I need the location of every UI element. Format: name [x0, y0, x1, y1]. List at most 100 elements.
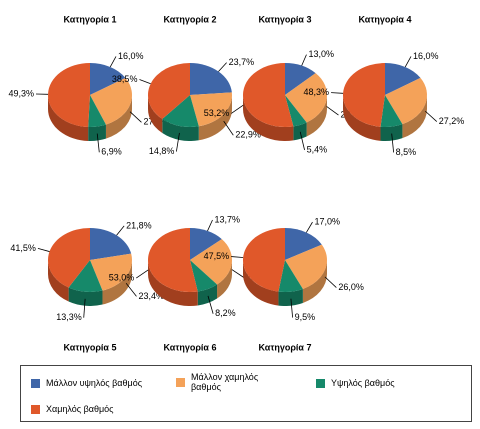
- pie-slice: [285, 228, 322, 260]
- pie-slice: [47, 63, 90, 127]
- pie-side: [198, 95, 232, 141]
- data-label: 6,9%: [101, 147, 122, 157]
- pie-side: [343, 95, 381, 141]
- leader-line: [125, 283, 137, 297]
- leader-line: [306, 221, 313, 233]
- leader-line: [231, 104, 244, 114]
- legend-item: Μάλλον υψηλός βαθμός: [31, 378, 142, 388]
- pie-slice: [190, 63, 232, 95]
- pie-side: [197, 284, 218, 306]
- pie-side: [102, 260, 132, 305]
- leader-line: [207, 295, 214, 314]
- chart-title: Κατηγορία 5: [64, 342, 117, 352]
- legend-label: Μάλλον υψηλός βαθμός: [46, 378, 143, 388]
- chart-title: Κατηγορία 3: [259, 14, 312, 24]
- pie-slice: [148, 228, 198, 292]
- data-label: 27,2%: [439, 116, 465, 126]
- leader-line: [424, 110, 438, 122]
- data-label: 17,0%: [314, 217, 340, 227]
- pie-slice: [285, 244, 327, 289]
- pie-slice: [190, 239, 233, 285]
- chart-title: Κατηγορία 4: [359, 14, 412, 24]
- data-label: 38,5%: [112, 74, 138, 84]
- data-label: 41,5%: [10, 243, 36, 253]
- leader-line: [37, 248, 50, 252]
- pie-slice: [190, 228, 222, 260]
- pie-slice: [285, 95, 307, 127]
- pie-side: [380, 124, 403, 142]
- pie-side: [243, 95, 294, 141]
- leader-line: [116, 225, 125, 236]
- data-label: 47,5%: [204, 251, 230, 261]
- pie-side: [48, 95, 89, 141]
- pie-slice: [285, 73, 327, 123]
- pie-slice: [68, 260, 103, 292]
- leader-line: [83, 298, 86, 318]
- chart-title: Κατηγορία 1: [64, 14, 117, 24]
- leader-line: [175, 132, 180, 152]
- pie-side: [302, 260, 327, 303]
- chart-title: Κατηγορία 2: [164, 14, 217, 24]
- pie-slice: [147, 63, 190, 120]
- leader-line: [231, 256, 244, 258]
- pie-side: [162, 119, 199, 141]
- legend-label: Χαμηλός βαθμός: [46, 404, 114, 414]
- legend-swatch: [31, 404, 40, 414]
- leader-line: [331, 92, 344, 94]
- pie-slice: [243, 228, 285, 292]
- data-label: 26,0%: [338, 282, 364, 292]
- pie-slice: [90, 228, 132, 260]
- pie-side: [68, 287, 103, 306]
- data-label: 49,3%: [8, 88, 34, 98]
- pie-slice: [342, 63, 385, 127]
- leader-line: [231, 269, 245, 278]
- data-label: 13,7%: [215, 214, 241, 224]
- leader-line: [218, 62, 227, 72]
- leader-line: [139, 79, 151, 85]
- pie-slice: [385, 63, 421, 95]
- chart-title: Κατηγορία 7: [259, 342, 312, 352]
- data-label: 21,8%: [126, 220, 152, 230]
- pie-side: [88, 124, 106, 141]
- data-label: 53,0%: [109, 272, 135, 282]
- leader-line: [324, 276, 337, 288]
- pie-slice: [90, 63, 126, 95]
- pie-slice: [90, 253, 132, 291]
- legend: Μάλλον υψηλός βαθμός Μάλλον χαμηλός βαθμό…: [20, 365, 472, 422]
- leader-line: [96, 133, 100, 153]
- leader-line: [223, 120, 234, 136]
- data-label: 16,0%: [118, 51, 144, 61]
- data-label: 9,5%: [295, 312, 316, 322]
- pie-side: [148, 260, 198, 306]
- leader-line: [109, 56, 117, 68]
- data-label: 13,0%: [308, 49, 334, 59]
- pie-slice: [190, 92, 232, 127]
- data-label: 23,4%: [138, 291, 164, 301]
- leader-line: [129, 111, 142, 123]
- pie-slice: [90, 77, 132, 125]
- data-label: 23,7%: [229, 57, 255, 67]
- data-label: 13,3%: [56, 312, 82, 322]
- pie-slice: [385, 77, 427, 125]
- legend-item: Μάλλον χαμηλός βαθμός: [176, 372, 286, 392]
- leader-line: [391, 133, 395, 153]
- leader-line: [301, 54, 307, 66]
- pie-side: [243, 260, 279, 306]
- legend-label: Μάλλον χαμηλός βαθμός: [191, 372, 259, 392]
- pie-slice: [190, 260, 218, 292]
- pie-side: [293, 122, 307, 141]
- pie-side: [48, 260, 69, 302]
- pie-side: [402, 95, 427, 139]
- leader-line: [404, 56, 412, 68]
- leader-line: [136, 269, 149, 279]
- pie-slice: [285, 63, 316, 95]
- pie-side: [105, 95, 132, 139]
- data-label: 5,4%: [307, 144, 328, 154]
- pie-side: [306, 95, 327, 137]
- data-label: 8,5%: [396, 147, 417, 157]
- legend-swatch: [31, 378, 40, 388]
- data-label: 22,9%: [235, 130, 261, 140]
- pie-slice: [48, 227, 90, 288]
- pie-side: [278, 288, 303, 306]
